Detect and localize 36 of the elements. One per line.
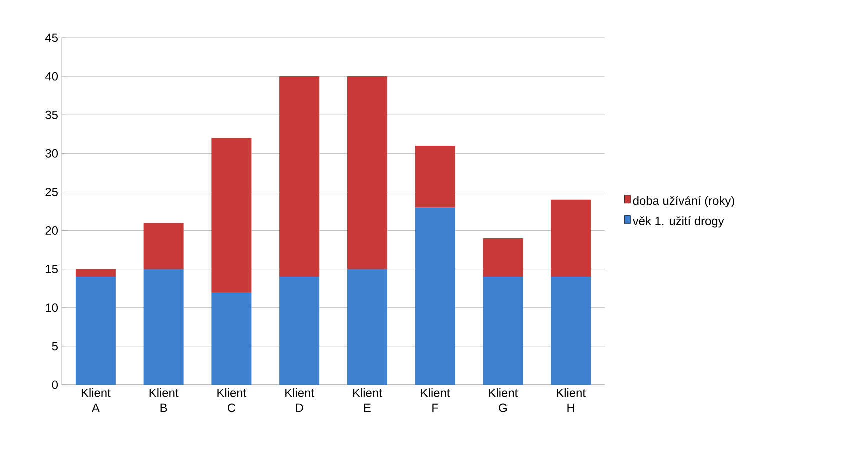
x-tick-label: Klient E <box>353 388 382 412</box>
bar <box>551 277 592 385</box>
y-tick-label: 10 <box>46 304 58 312</box>
y-tick-label: 45 <box>45 34 58 42</box>
bar <box>347 269 388 385</box>
bar <box>76 277 116 385</box>
bar <box>347 76 388 270</box>
bar <box>415 208 456 385</box>
bar <box>280 277 320 385</box>
x-tick-label: Klient H <box>557 388 586 412</box>
x-tick-label: Klient D <box>286 388 314 412</box>
y-tick-label: 30 <box>46 149 58 158</box>
x-tick-label: Klient F <box>421 388 450 412</box>
x-tick-label: Klient C <box>218 388 247 412</box>
x-tick-label: Klient G <box>489 388 518 412</box>
y-tick-label: 0 <box>52 380 58 390</box>
legend-label: doba užívání (roky) <box>633 196 734 208</box>
bar <box>551 200 592 278</box>
y-tick-label: 40 <box>45 72 58 81</box>
bar <box>76 269 116 278</box>
legend-label: věk 1. užití drogy <box>632 216 724 228</box>
y-tick-label: 35 <box>46 110 58 120</box>
x-tick-label: Klient A <box>82 388 111 412</box>
bar <box>212 292 252 385</box>
y-tick-label: 15 <box>46 265 58 274</box>
x-tick-label: Klient B <box>150 388 179 412</box>
y-tick-label: 5 <box>52 342 58 351</box>
y-tick-label: 25 <box>46 188 58 196</box>
bar <box>280 76 320 278</box>
bar <box>144 223 184 270</box>
bar <box>144 269 184 385</box>
bar <box>483 277 524 385</box>
bar <box>212 138 252 292</box>
bar <box>483 238 524 278</box>
y-tick-label: 20 <box>46 226 58 235</box>
bar <box>415 146 456 208</box>
